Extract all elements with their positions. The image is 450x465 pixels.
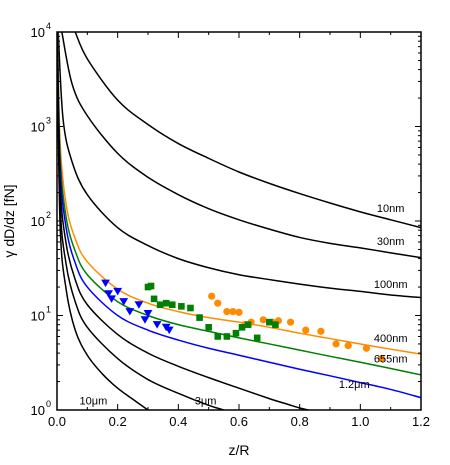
x-axis-label: z/R (229, 442, 250, 458)
data-point-triangle (140, 316, 150, 324)
curve-label: 100nm (374, 279, 408, 291)
y-tick-label: 10 (31, 403, 45, 418)
data-point-square (196, 314, 203, 321)
y-tick-exponent: 1 (46, 305, 51, 315)
data-point-square (150, 295, 158, 303)
data-point-circle (235, 308, 243, 316)
data-point-square (178, 303, 185, 310)
curve-400nm (57, 32, 421, 355)
curve-label: 400nm (374, 333, 408, 345)
data-point-square (205, 324, 212, 331)
data-point-square (168, 301, 176, 309)
data-point-square (223, 333, 231, 340)
data-point-triangle (152, 321, 162, 329)
data-point-square (162, 299, 170, 307)
data-point-square (232, 329, 240, 337)
model-curves (57, 32, 421, 410)
data-point-triangle (113, 287, 123, 296)
y-axis-label: γ dD/dz [fN] (1, 184, 17, 257)
data-point-circle (344, 342, 352, 350)
data-point-circle (229, 307, 237, 316)
x-tick-label: 1.2 (412, 414, 430, 429)
data-point-circle (208, 292, 216, 300)
data-point-triangle (101, 279, 110, 288)
curve-10nm (74, 32, 421, 229)
curve-label: 10μm (80, 395, 108, 407)
curve-unlabeled (57, 32, 421, 399)
curve-655nm (57, 32, 421, 376)
data-point-circle (317, 327, 325, 335)
x-tick-label: 0.2 (109, 414, 127, 429)
x-tick-label: 1.0 (351, 414, 369, 429)
curve-30nm (61, 32, 421, 259)
y-tick-label: 10 (31, 214, 45, 229)
data-point-circle (377, 354, 386, 363)
data-point-circle (332, 340, 340, 348)
curve-label: 3μm (195, 395, 217, 407)
y-tick-exponent: 3 (46, 116, 51, 126)
x-tick-label: 0.0 (48, 414, 66, 429)
data-point-square (272, 321, 279, 328)
data-point-triangle (119, 298, 129, 306)
data-point-triangle (143, 309, 153, 318)
data-point-square (238, 324, 246, 331)
x-tick-label: 0.4 (169, 414, 187, 429)
data-point-triangle (134, 301, 144, 309)
x-tick-label: 0.6 (230, 414, 248, 429)
data-point-circle (214, 299, 222, 307)
data-point-triangle (125, 308, 135, 316)
data-point-triangle (164, 326, 174, 335)
y-tick-label: 10 (31, 309, 45, 324)
data-point-square (253, 334, 261, 342)
data-points (101, 279, 386, 363)
curve-label: 655nm (374, 353, 408, 365)
curve-3m (57, 32, 225, 410)
y-tick-exponent: 0 (46, 399, 51, 409)
curve-100nm (57, 32, 421, 299)
data-point-circle (286, 318, 295, 326)
y-tick-exponent: 4 (46, 21, 51, 31)
data-point-square (266, 318, 273, 326)
data-point-square (244, 321, 252, 328)
curve-10m (57, 32, 149, 410)
data-point-circle (302, 326, 310, 334)
x-tick-label: 0.8 (291, 414, 309, 429)
data-point-circle (362, 344, 370, 352)
data-point-circle (223, 307, 231, 316)
curve-label: 30nm (377, 236, 405, 248)
curve-labels: 10nm 30nm 100nm 400nm 655nm 1.2μm 3μm 10μm (80, 203, 408, 407)
y-tick-exponent: 2 (46, 210, 51, 220)
y-tick-label: 10 (31, 25, 45, 40)
curve-label: 1.2μm (339, 379, 370, 391)
data-point-triangle (104, 290, 113, 298)
data-point-square (147, 282, 155, 290)
data-point-triangle (107, 295, 116, 303)
curve-label: 10nm (377, 203, 405, 215)
data-point-square (214, 333, 222, 340)
y-tick-label: 10 (31, 120, 45, 135)
data-point-square (156, 301, 164, 309)
curve-12m (57, 32, 309, 410)
data-point-square (187, 304, 194, 312)
data-point-circle (259, 316, 267, 324)
